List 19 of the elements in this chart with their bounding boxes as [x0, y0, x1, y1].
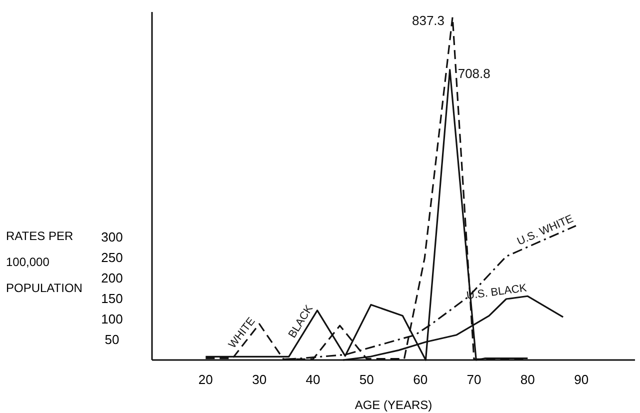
y-tick-label: 50 [104, 332, 120, 348]
x-tick-label: 30 [252, 372, 267, 387]
data-label: 708.8 [458, 66, 490, 81]
x-tick-label: 70 [466, 372, 482, 387]
x-axis-title: AGE (YEARS) [354, 398, 432, 412]
x-tick-label: 20 [198, 372, 213, 387]
y-tick-label: 300 [101, 230, 123, 245]
y-axis-title: RATES PER 100,000 POPULATION [6, 229, 82, 295]
x-tick-label: 50 [359, 372, 374, 387]
y-tick-label: 150 [101, 291, 123, 306]
x-tick-label: 90 [574, 372, 589, 387]
x-tick-label: 60 [413, 372, 428, 387]
x-tick-label: 40 [306, 372, 320, 387]
y-tick-label: 100 [101, 312, 123, 327]
text: U.S. BLACK [466, 282, 528, 302]
data-label: 837.3 [412, 13, 445, 28]
y-tick-label: 250 [101, 250, 123, 266]
y-tick-label: 200 [101, 270, 123, 286]
x-tick-label: 80 [520, 372, 535, 387]
